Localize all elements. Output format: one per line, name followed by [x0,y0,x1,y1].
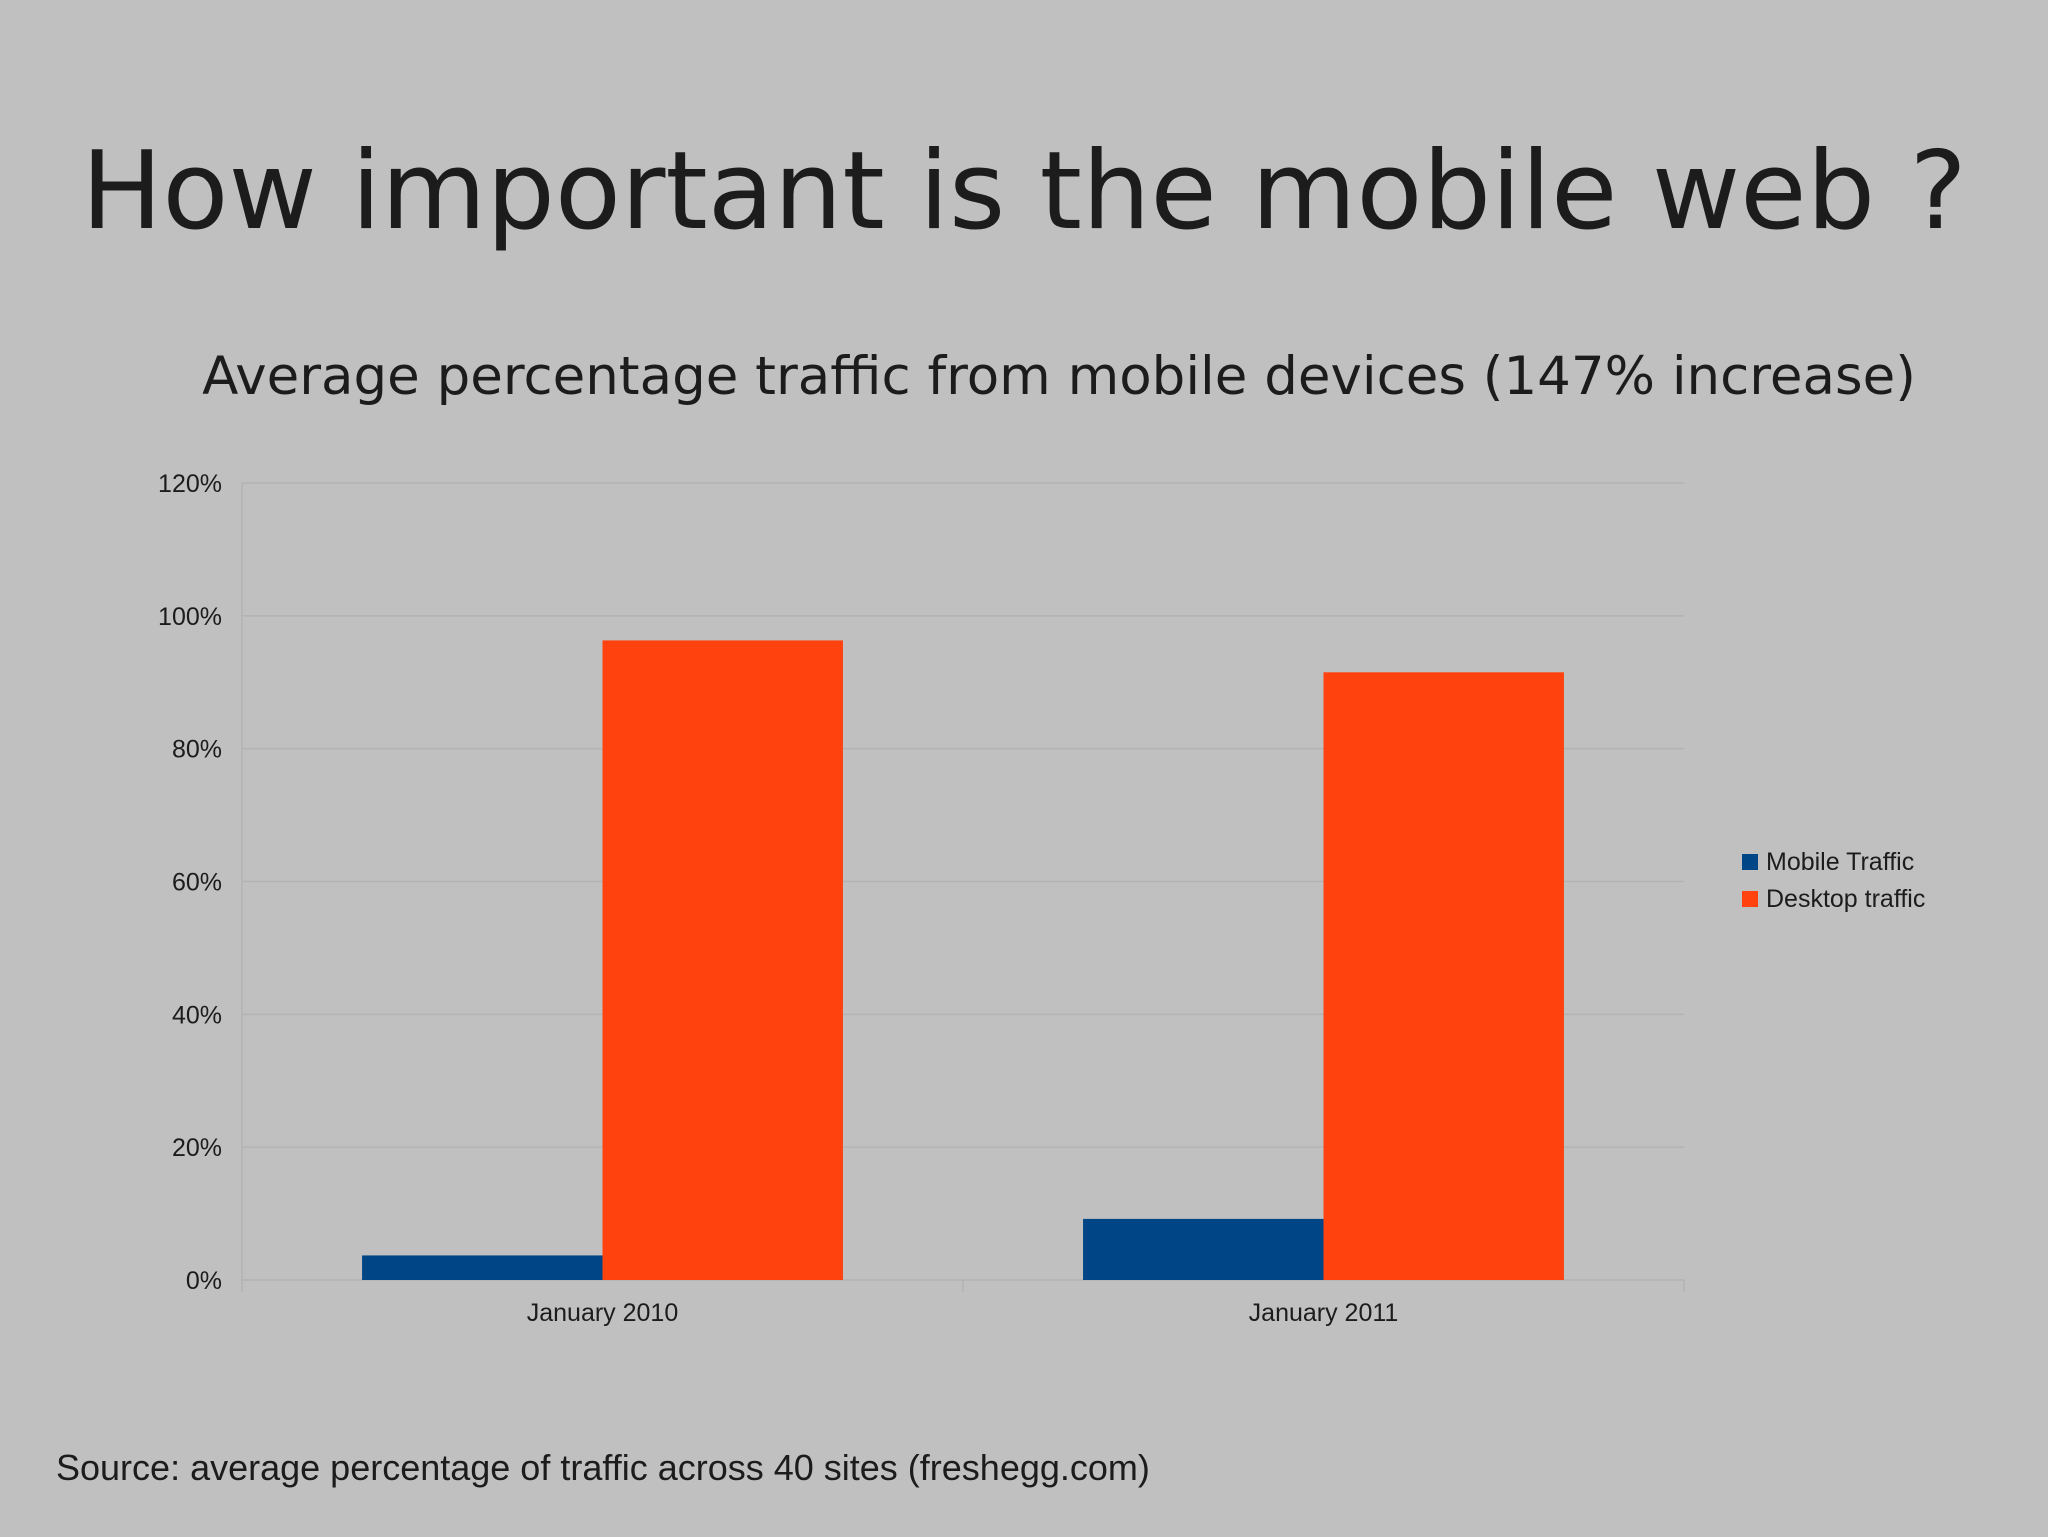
chart-title: Average percentage traffic from mobile d… [202,346,1916,407]
y-tick-label: 120% [158,470,222,498]
bar-mobile-2 [1083,1218,1324,1280]
y-tick-label: 40% [172,1001,222,1029]
source-note: Source: average percentage of traffic ac… [56,1447,1150,1488]
x-tick-label: January 2010 [527,1299,679,1327]
legend-label: Mobile Traffic [1766,848,1914,876]
chart-legend: Mobile Traffic Desktop traffic [1742,848,1925,913]
bar-mobile-1 [362,1255,603,1280]
chart-tick-labels: 0% 20% 40% 60% 80% 100% 120% January 2010 Januar… [158,470,1398,1327]
legend-swatch [1742,891,1758,907]
chart-bars [362,640,1564,1280]
bar-desktop-2 [1323,672,1564,1280]
legend-swatch [1742,854,1758,870]
y-tick-label: 0% [186,1267,222,1295]
legend-label: Desktop traffic [1766,885,1925,913]
bar-desktop-1 [602,640,843,1280]
x-tick-label: January 2011 [1249,1299,1399,1327]
y-tick-label: 100% [158,603,222,631]
y-tick-label: 20% [172,1134,222,1162]
y-tick-label: 80% [172,736,222,764]
y-tick-label: 60% [172,869,222,897]
slide-title: How important is the mobile web ? [81,129,1967,254]
